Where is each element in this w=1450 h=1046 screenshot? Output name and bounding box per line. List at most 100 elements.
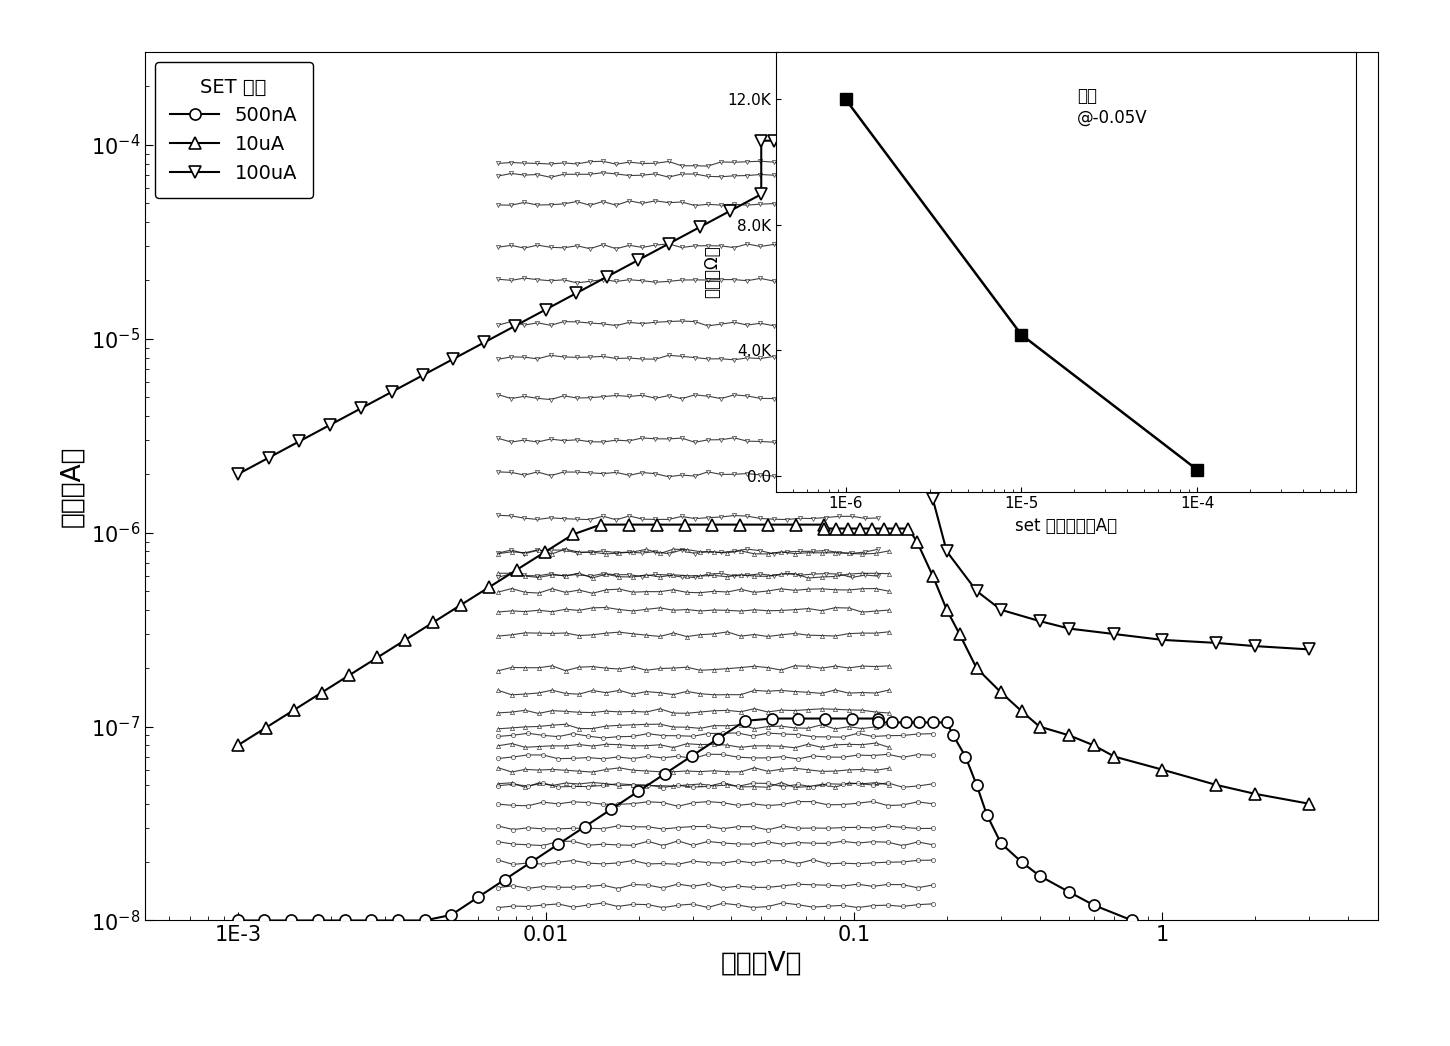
Text: 读数
@-0.05V: 读数 @-0.05V <box>1077 88 1148 127</box>
500nA <box>470 891 487 904</box>
10uA <box>621 519 638 531</box>
100uA <box>322 418 339 431</box>
Line: 500nA: 500nA <box>232 713 1315 969</box>
100uA <box>629 254 647 267</box>
500nA <box>1208 933 1225 946</box>
10uA <box>924 569 941 582</box>
100uA <box>779 135 796 147</box>
10uA <box>229 740 246 752</box>
100uA <box>857 135 874 147</box>
X-axis label: 电压（V）: 电压（V） <box>721 951 802 977</box>
500nA <box>309 914 326 927</box>
10uA <box>887 522 905 535</box>
X-axis label: set 限制电流（A）: set 限制电流（A） <box>1015 517 1116 536</box>
10uA <box>1153 764 1170 776</box>
10uA <box>648 519 666 531</box>
10uA <box>899 522 916 535</box>
10uA <box>992 686 1009 699</box>
500nA <box>550 838 567 850</box>
100uA <box>476 336 493 348</box>
100uA <box>908 351 925 364</box>
100uA <box>1061 622 1079 635</box>
100uA <box>792 135 809 147</box>
100uA <box>445 353 463 365</box>
100uA <box>880 138 898 151</box>
500nA <box>442 909 460 922</box>
Y-axis label: 电流（A）: 电流（A） <box>59 446 86 527</box>
10uA <box>815 522 832 535</box>
100uA <box>753 188 770 201</box>
100uA <box>831 135 848 147</box>
500nA <box>816 712 834 725</box>
100uA <box>753 135 770 147</box>
10uA <box>397 634 415 646</box>
100uA <box>290 435 307 448</box>
100uA <box>844 135 861 147</box>
10uA <box>732 519 750 531</box>
10uA <box>313 686 331 699</box>
100uA <box>660 237 677 250</box>
100uA <box>1031 615 1048 628</box>
Legend: 500nA, 10uA, 100uA: 500nA, 10uA, 100uA <box>155 62 313 199</box>
10uA <box>1208 778 1225 791</box>
10uA <box>703 519 721 531</box>
100uA <box>890 147 908 160</box>
10uA <box>1085 740 1102 752</box>
500nA <box>229 914 246 927</box>
10uA <box>828 522 845 535</box>
500nA <box>283 914 300 927</box>
100uA <box>599 270 616 282</box>
10uA <box>509 564 526 576</box>
500nA <box>1153 923 1170 935</box>
10uA <box>760 519 777 531</box>
500nA <box>709 732 726 745</box>
500nA <box>957 750 974 763</box>
100uA <box>692 221 709 233</box>
500nA <box>362 914 380 927</box>
500nA <box>1061 886 1079 899</box>
Line: 100uA: 100uA <box>232 135 1315 656</box>
10uA <box>592 519 609 531</box>
10uA <box>1031 721 1048 733</box>
10uA <box>452 598 470 611</box>
100uA <box>969 585 986 597</box>
500nA <box>336 914 354 927</box>
100uA <box>899 240 916 252</box>
100uA <box>818 135 835 147</box>
500nA <box>1014 856 1031 868</box>
10uA <box>851 522 869 535</box>
500nA <box>870 712 887 725</box>
10uA <box>951 628 969 640</box>
10uA <box>341 668 358 681</box>
100uA <box>229 468 246 480</box>
100uA <box>924 493 941 505</box>
10uA <box>969 662 986 675</box>
500nA <box>576 820 593 833</box>
500nA <box>416 914 434 927</box>
500nA <box>737 714 754 727</box>
500nA <box>898 717 915 729</box>
100uA <box>722 204 740 217</box>
10uA <box>864 522 882 535</box>
500nA <box>389 914 406 927</box>
500nA <box>1301 957 1318 970</box>
100uA <box>766 135 783 147</box>
100uA <box>1208 637 1225 650</box>
Y-axis label: 电阴（Ω）: 电阴（Ω） <box>703 246 722 298</box>
500nA <box>911 717 928 729</box>
500nA <box>992 837 1009 849</box>
500nA <box>1124 914 1141 927</box>
100uA <box>916 434 934 447</box>
10uA <box>1014 705 1031 718</box>
10uA <box>536 546 554 559</box>
10uA <box>908 536 925 548</box>
100uA <box>536 303 554 316</box>
100uA <box>568 287 586 299</box>
100uA <box>1301 643 1318 656</box>
100uA <box>870 135 887 147</box>
500nA <box>870 717 887 729</box>
100uA <box>506 320 523 333</box>
500nA <box>255 914 273 927</box>
500nA <box>944 729 961 742</box>
500nA <box>657 768 674 780</box>
